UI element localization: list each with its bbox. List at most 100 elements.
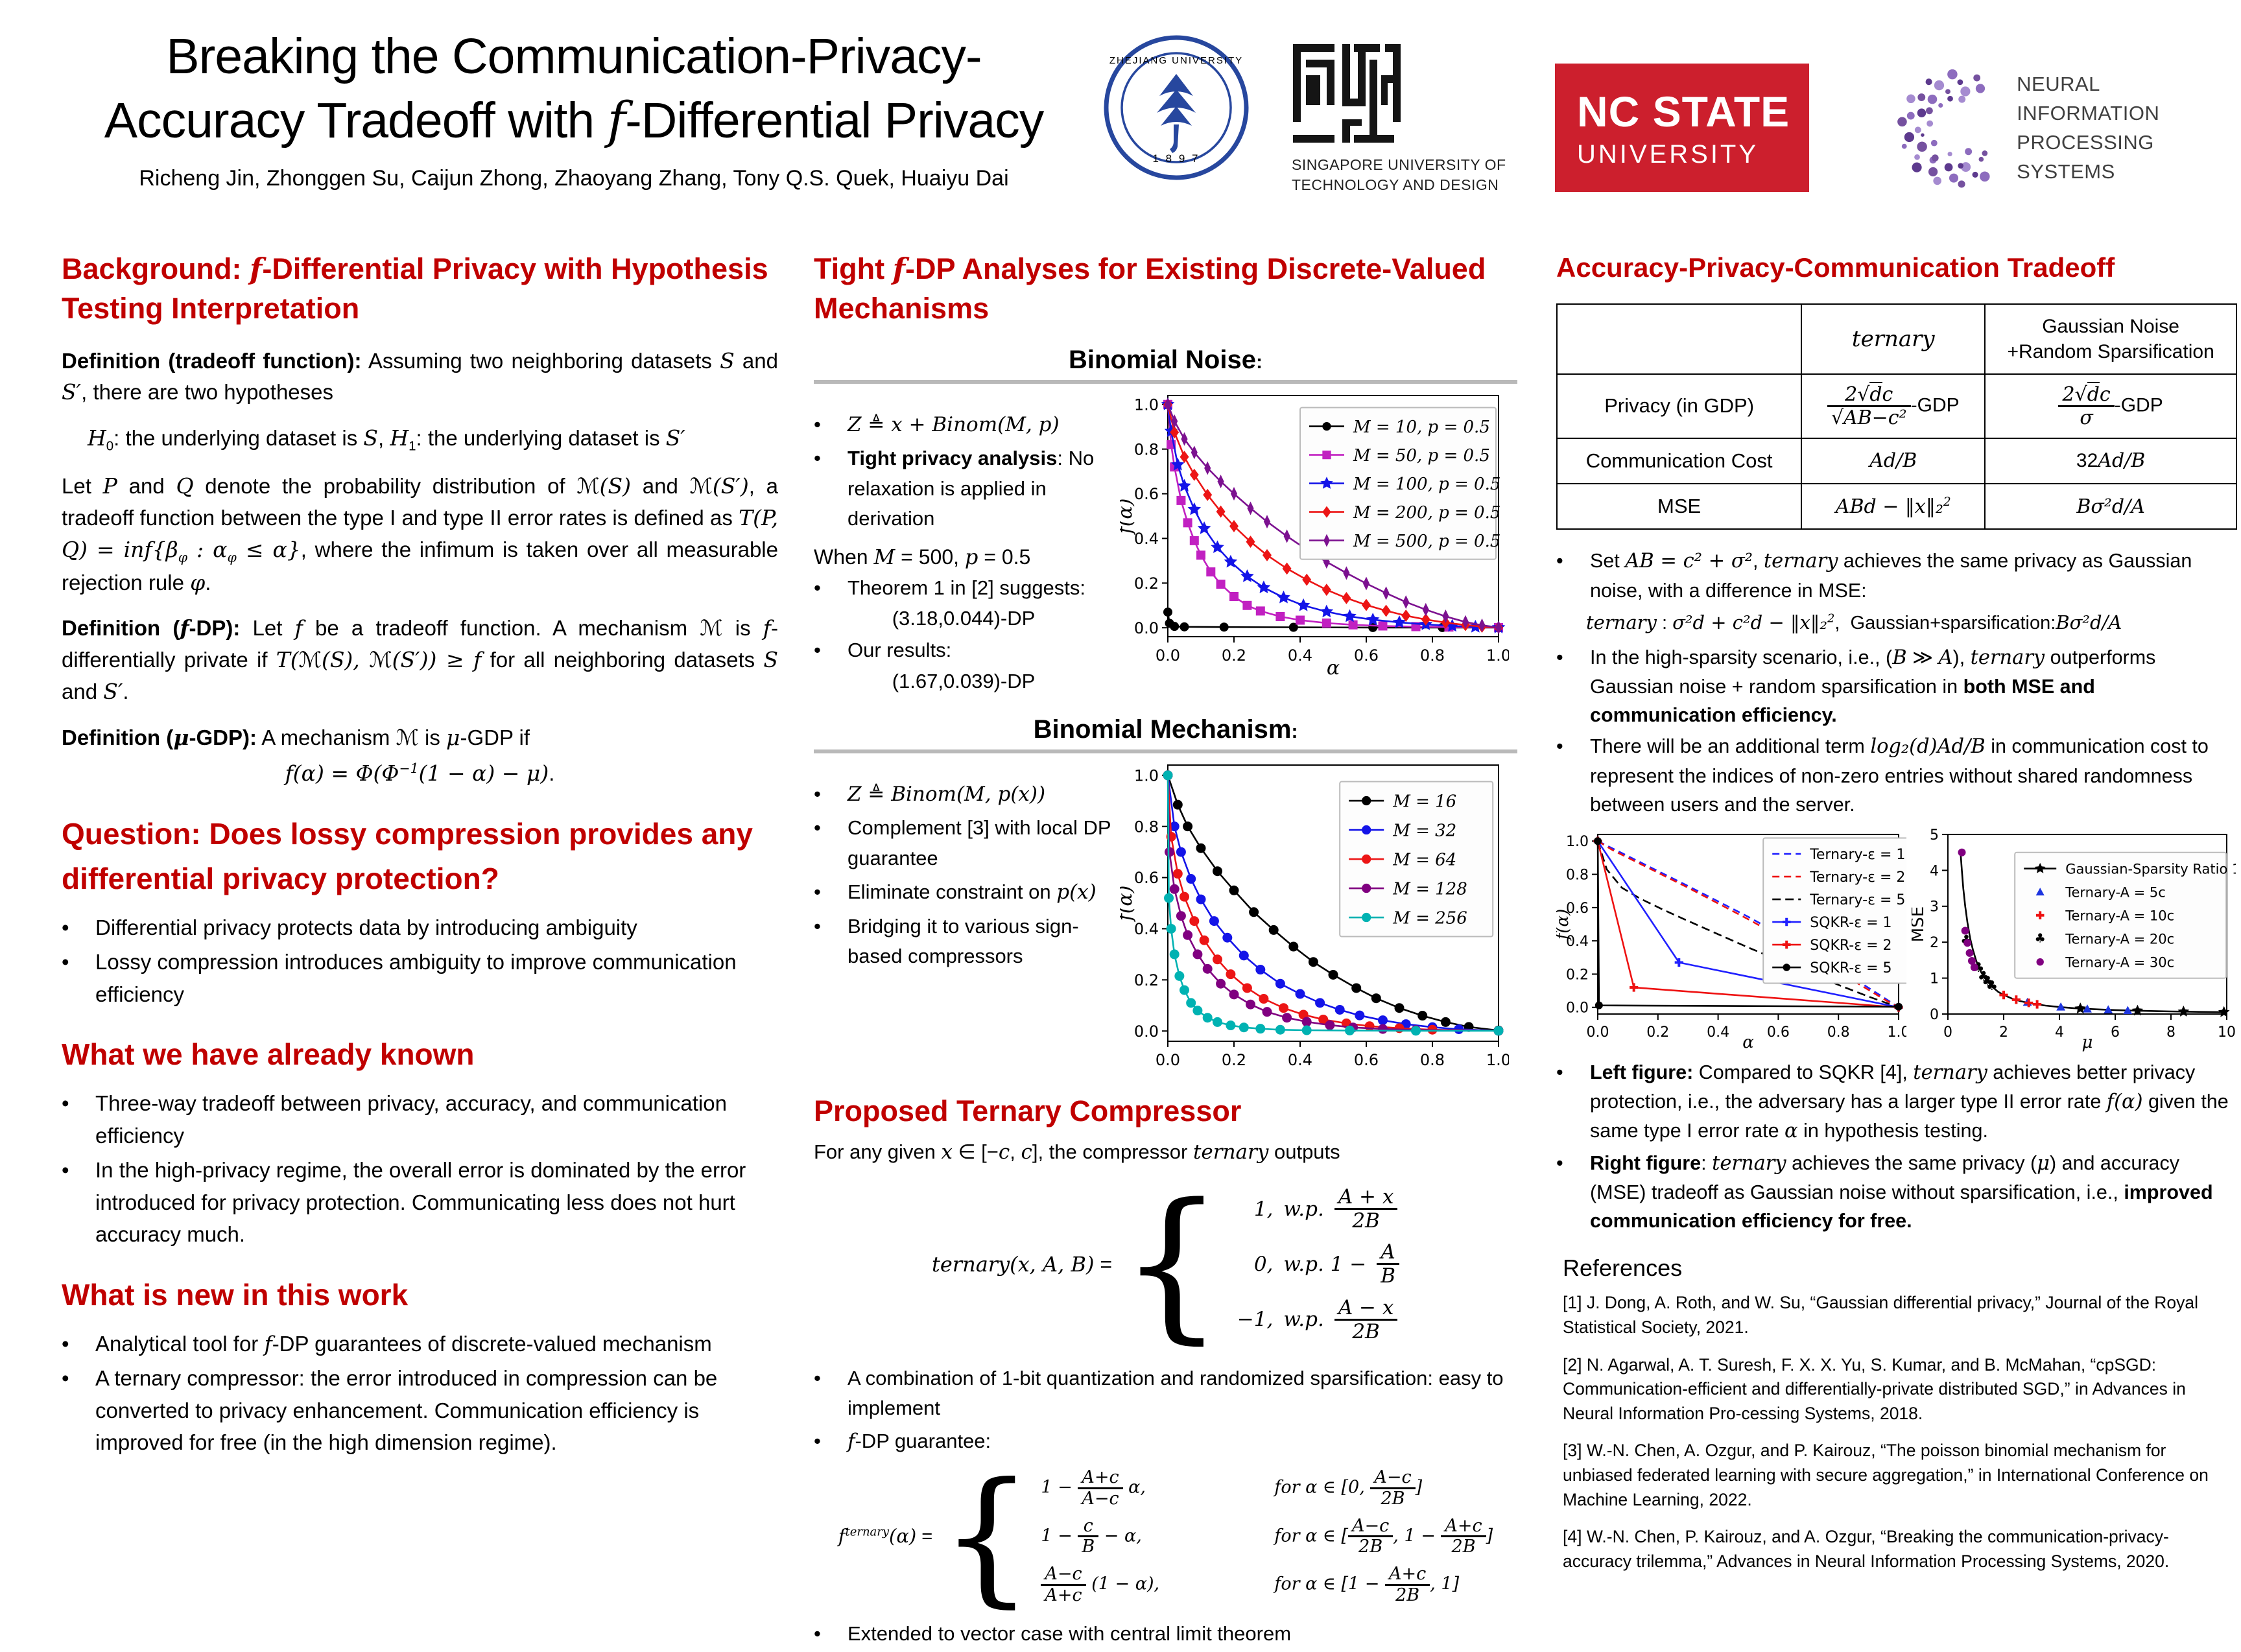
table-header-gaussian: Gaussian Noise +Random Sparsification <box>1984 303 2237 375</box>
svg-text:1.0: 1.0 <box>1134 395 1159 414</box>
bullet-icon <box>1556 1058 1590 1146</box>
svg-text:MSE: MSE <box>1912 906 1928 942</box>
svg-text:0.6: 0.6 <box>1767 1024 1790 1041</box>
references-heading: References <box>1563 1255 1683 1282</box>
svg-text:μ: μ <box>2082 1033 2093 1052</box>
poster-header: Breaking the Communication-Privacy- Accu… <box>78 25 1070 191</box>
binomial-noise-subheading: Binomial Noise: <box>1069 345 1263 374</box>
svg-text:0.0: 0.0 <box>1134 619 1159 637</box>
question-heading: Question: Does lossy compression provide… <box>62 816 753 895</box>
left-figure-bullet: Left figure: Compared to SQKR [4], terna… <box>1556 1058 2237 1146</box>
binomial-mechanism-subheading: Binomial Mechanism: <box>1033 714 1298 744</box>
ternary-heading: Proposed Ternary Compressor <box>814 1094 1242 1127</box>
svg-text:0.6: 0.6 <box>1134 485 1159 503</box>
row-label-mse: MSE <box>1556 482 1803 530</box>
comm-gaussian-cell: 32Ad/B <box>1984 437 2237 484</box>
mse-ternary-cell: ABd − ‖x‖₂2 <box>1801 482 1986 530</box>
row-label-privacy: Privacy (in GDP) <box>1556 373 1803 439</box>
svg-text:10: 10 <box>2218 1024 2236 1041</box>
svg-text:SQKR-ε = 2: SQKR-ε = 2 <box>1810 938 1891 954</box>
svg-text:1.0: 1.0 <box>1486 1051 1509 1069</box>
svg-text:♣: ♣ <box>1973 960 1984 975</box>
zhejiang-university-seal-icon: 1 8 9 7 ZHEJIANG UNIVERSITY <box>1104 35 1249 180</box>
svg-text:0.4: 0.4 <box>1707 1024 1729 1041</box>
nc-state-logo: NC STATE UNIVERSITY <box>1555 64 1809 192</box>
bullet-icon <box>814 1426 848 1457</box>
svg-text:0.2: 0.2 <box>1134 971 1159 989</box>
svg-text:3: 3 <box>1930 899 1939 915</box>
bullet-icon <box>814 912 848 972</box>
svg-text:0.0: 0.0 <box>1587 1024 1609 1041</box>
svg-text:0.2: 0.2 <box>1134 574 1159 592</box>
mech-bullet-3: Eliminate constraint on p(x) <box>814 877 1113 908</box>
binomial-noise-row: Z ≜ x + Binom(M, p) Tight privacy analys… <box>814 386 1517 698</box>
bullet-icon <box>62 1087 95 1151</box>
sutd-logo-text: SINGAPORE UNIVERSITY OF TECHNOLOGY AND D… <box>1292 155 1520 195</box>
mech-bullet-4: Bridging it to various sign-based compre… <box>814 912 1113 972</box>
svg-text:M = 256: M = 256 <box>1392 908 1467 928</box>
reference-3: [3] W.-N. Chen, A. Ozgur, and P. Kairouz… <box>1563 1441 2209 1509</box>
bullet-icon <box>814 779 848 810</box>
sutd-text-line2: TECHNOLOGY AND DESIGN <box>1292 176 1499 194</box>
tradeoff-bullet-2: In the high-sparsity scenario, i.e., (B … <box>1556 643 2237 730</box>
svg-text:M = 16: M = 16 <box>1392 792 1456 811</box>
poster-authors: Richeng Jin, Zhonggen Su, Caijun Zhong, … <box>139 166 1009 191</box>
ternary-intro: For any given x ∈ [−c, c], the compresso… <box>814 1140 1340 1164</box>
svg-text:6: 6 <box>2111 1024 2120 1041</box>
svg-text:Ternary-A = 20c: Ternary-A = 20c <box>2065 931 2174 947</box>
svg-text:Gaussian-Sparsity Ratio 1.0: Gaussian-Sparsity Ratio 1.0 <box>2065 861 2236 877</box>
svg-text:♣: ♣ <box>1986 978 1998 993</box>
reference-1: [1] J. Dong, A. Roth, and W. Su, “Gaussi… <box>1563 1293 2199 1337</box>
question-bullet-2: Lossy compression introduces ambiguity t… <box>62 946 778 1010</box>
row-label-communication: Communication Cost <box>1556 437 1803 484</box>
tradeoff-bullet-1: Set AB = c² + σ², ternary achieves the s… <box>1556 547 2237 604</box>
table-header-ternary: ternary <box>1801 303 1986 375</box>
svg-text:0.6: 0.6 <box>1354 646 1379 665</box>
svg-text:2: 2 <box>1930 935 1939 951</box>
svg-text:0.8: 0.8 <box>1827 1024 1850 1041</box>
clt-bullet: Extended to vector case with central lim… <box>814 1619 1517 1649</box>
svg-text:Ternary-ε = 5: Ternary-ε = 5 <box>1809 892 1905 908</box>
bullet-icon <box>814 635 848 666</box>
definition-fdp: Definition (f-DP): Let f be a tradeoff f… <box>62 615 778 705</box>
svg-text:0.6: 0.6 <box>1134 869 1159 887</box>
bullet-icon <box>62 1328 95 1360</box>
bullet-icon <box>62 946 95 1010</box>
figure-bullets: Left figure: Compared to SQKR [4], terna… <box>1556 1058 2237 1235</box>
sutd-logo: SINGAPORE UNIVERSITY OF TECHNOLOGY AND D… <box>1292 43 1520 195</box>
known-bullet-1: Three-way tradeoff between privacy, accu… <box>62 1087 778 1151</box>
svg-text:f(α): f(α) <box>1556 909 1572 941</box>
gdp-formula: f(α) = Φ(Φ−1(1 − α) − μ). <box>285 760 555 786</box>
svg-text:♣: ♣ <box>1978 968 1989 984</box>
svg-text:1.0: 1.0 <box>1566 834 1589 850</box>
bullet-icon <box>62 1154 95 1251</box>
svg-text:0.6: 0.6 <box>1354 1051 1379 1069</box>
reference-4: [4] W.-N. Chen, P. Kairouz, and A. Ozgur… <box>1563 1527 2170 1571</box>
poster-title-line1: Breaking the Communication-Privacy- <box>166 29 982 84</box>
mse-vs-mu-chart: 0246810012345μMSE♣♣♣♣♣Gaussian-Sparsity … <box>1912 828 2236 1052</box>
new-bullet-1: Analytical tool for f-DP guarantees of d… <box>62 1328 778 1360</box>
svg-text:1.0: 1.0 <box>1486 646 1509 665</box>
svg-text:0.8: 0.8 <box>1420 646 1445 665</box>
ternary-definition-formula: ternary(x, A, B) = { 1, w.p. A + x 2B 0, w.p… <box>814 1177 1517 1352</box>
svg-text:0: 0 <box>1943 1024 1952 1041</box>
svg-text:1: 1 <box>1930 971 1939 987</box>
svg-text:1.0: 1.0 <box>1888 1024 1907 1041</box>
ours-value: (1.67,0.039)-DP <box>892 669 1036 692</box>
definition-tradeoff: Definition (tradeoff function): Assuming… <box>62 348 778 405</box>
right-figure-bullet: Right figure: ternary achieves the same … <box>1556 1149 2237 1236</box>
mse-comparison-formula: ternary : σ²d + c²d − ‖x‖₂2, Gaussian+sp… <box>1586 611 2122 633</box>
sutd-glyph-icon <box>1293 44 1401 143</box>
svg-text:4: 4 <box>1930 863 1939 879</box>
svg-text:f(α): f(α) <box>1120 498 1137 535</box>
table-row-mse: MSE ABd − ‖x‖₂2 Bσ²d/A <box>1556 482 2237 530</box>
svg-text:M = 200, p = 0.5: M = 200, p = 0.5 <box>1353 502 1500 522</box>
svg-text:0.8: 0.8 <box>1134 818 1159 836</box>
svg-text:1.0: 1.0 <box>1134 766 1159 785</box>
svg-text:2: 2 <box>1999 1024 2008 1041</box>
svg-text:M = 128: M = 128 <box>1392 879 1467 899</box>
column-tradeoff: Accuracy-Privacy-Communication Tradeoff … <box>1556 250 2237 1587</box>
binomial-mechanism-notes: Z ≜ Binom(M, p(x)) Complement [3] with l… <box>814 775 1113 976</box>
svg-text:α: α <box>1742 1033 1754 1052</box>
